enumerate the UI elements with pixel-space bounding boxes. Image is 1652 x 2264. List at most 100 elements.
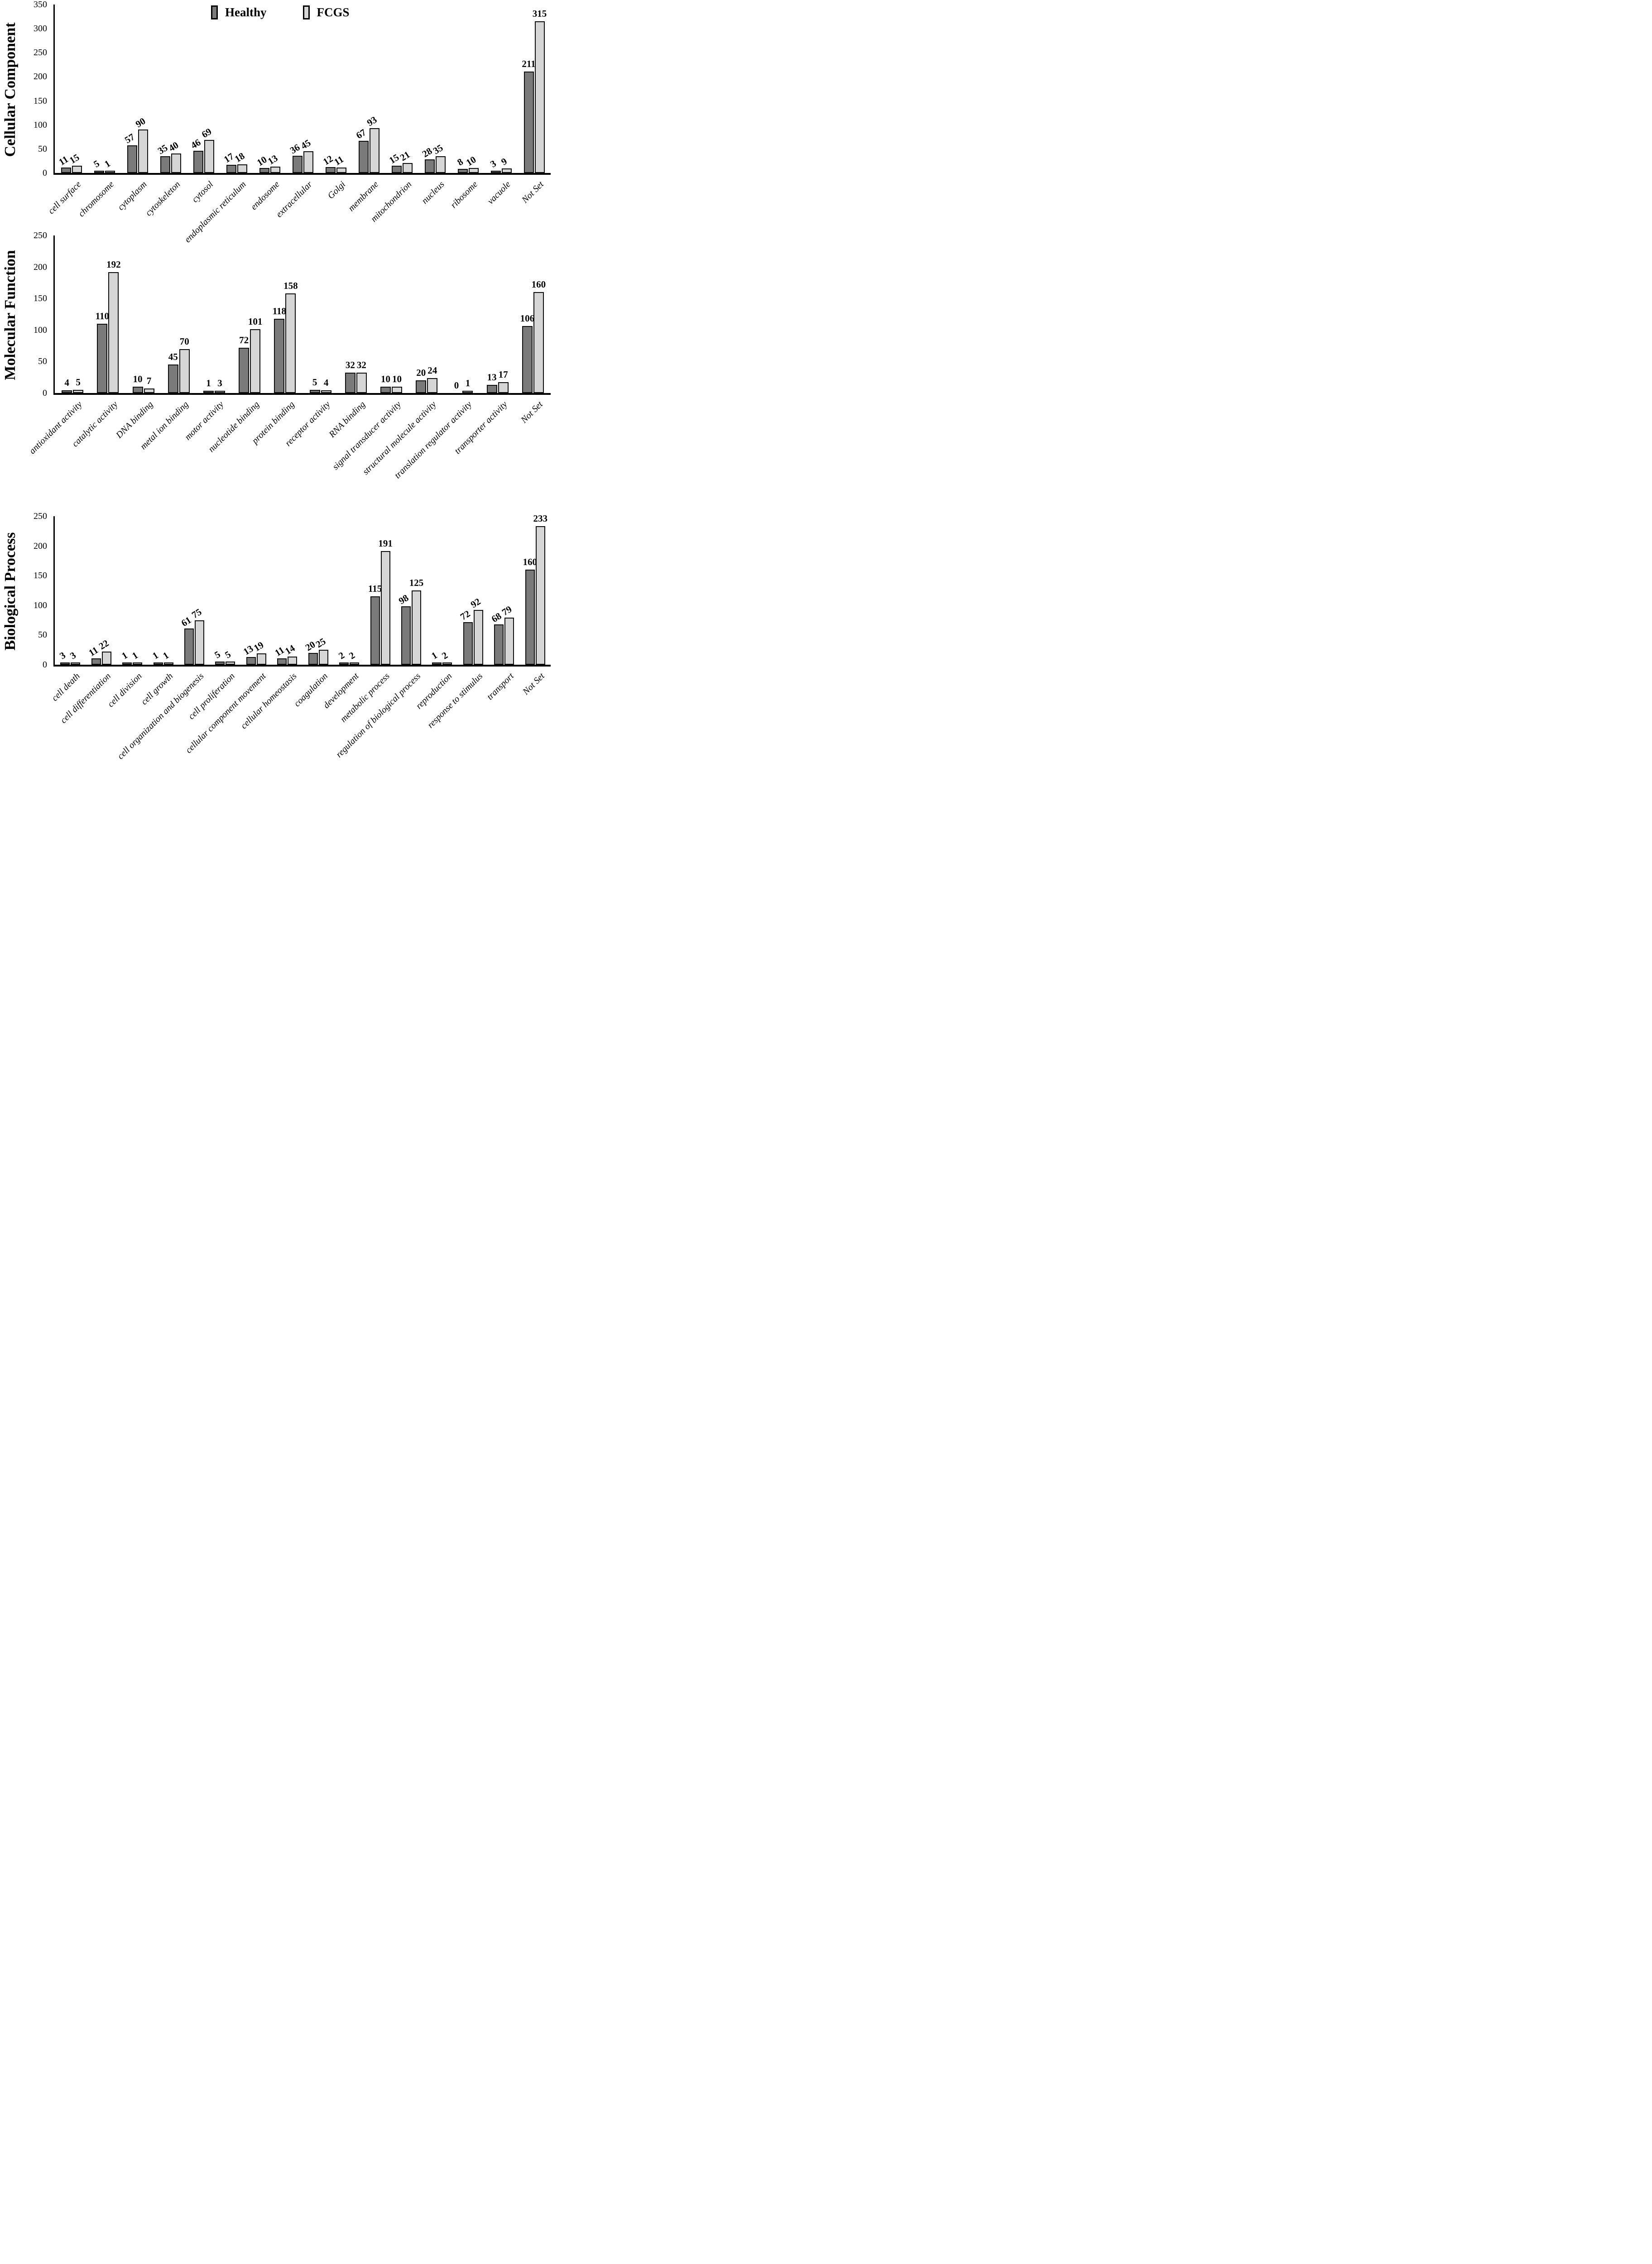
value-label: 98 — [396, 592, 410, 607]
y-tick-label: 250 — [34, 511, 47, 521]
healthy-bar — [239, 348, 250, 393]
fcgs-swatch-icon — [303, 5, 310, 19]
value-label: 69 — [199, 125, 213, 140]
value-label: 11 — [331, 153, 346, 168]
value-label: 160 — [531, 279, 546, 290]
healthy-bar — [424, 159, 435, 173]
value-label: 1 — [161, 649, 171, 662]
value-label: 10 — [464, 153, 478, 168]
biological-process-chart: Biological Process 0 50 100 150 200 250 3 3 11 2… — [0, 511, 551, 771]
x-category-label: Not Set — [521, 671, 547, 697]
y-axis-title-container: Molecular Function — [0, 235, 21, 395]
x-category-label: membrane — [346, 179, 381, 214]
fcgs-bar — [194, 620, 204, 665]
value-label: 192 — [106, 259, 121, 270]
plot-area: 3 3 11 22 1 1 1 1 61 75 5 5 13 19 11 14 20 25 2 2 115 191 98 12… — [53, 514, 551, 667]
molecular-function-chart: Molecular Function 0 50 100 150 200 250 4 5 110… — [0, 230, 551, 516]
fcgs-bar — [270, 167, 280, 173]
healthy-bar — [292, 156, 303, 173]
legend-item-fcgs: FCGS — [303, 5, 350, 19]
y-tick-label: 100 — [34, 600, 47, 610]
y-axis-title-container: Cellular Component — [0, 5, 21, 175]
healthy-bar — [153, 662, 163, 665]
value-label: 5 — [91, 158, 101, 170]
fcgs-bar — [412, 590, 422, 665]
healthy-bar — [309, 390, 320, 393]
x-category-label: endoplasmic reticulum — [182, 179, 249, 245]
value-label: 32 — [345, 360, 355, 370]
x-category-label: structural molecule activity — [360, 399, 438, 477]
fcgs-bar — [303, 151, 313, 173]
x-category-label: cytosol — [190, 179, 216, 205]
value-label: 5 — [76, 377, 81, 388]
value-label: 11 — [86, 644, 101, 659]
y-tick-label: 250 — [34, 48, 47, 58]
fcgs-bar — [468, 168, 479, 173]
y-axis-ticks: 0 50 100 150 200 250 300 350 — [21, 0, 53, 178]
value-label: 1 — [150, 649, 161, 662]
value-label: 3 — [488, 158, 498, 170]
value-label: 1 — [465, 378, 471, 389]
x-category-label: Not Set — [520, 179, 546, 205]
healthy-bar — [457, 169, 468, 173]
fcgs-bar — [133, 662, 143, 665]
x-category-label: transport — [485, 671, 516, 702]
value-label: 10 — [381, 374, 391, 384]
value-label: 3 — [217, 378, 222, 389]
healthy-bar — [380, 387, 391, 393]
y-tick-label: 100 — [34, 325, 47, 335]
fcgs-bar — [535, 526, 545, 665]
healthy-bar — [523, 72, 534, 173]
value-label: 45 — [168, 351, 178, 362]
value-label: 12 — [321, 153, 335, 168]
fcgs-bar — [473, 610, 483, 665]
fcgs-bar — [71, 662, 81, 665]
value-label: 5 — [223, 648, 233, 661]
healthy-bar — [525, 570, 535, 665]
fcgs-bar — [350, 662, 360, 665]
x-category-label: cytoskeleton — [143, 179, 182, 218]
y-axis-title: Molecular Function — [2, 250, 19, 380]
value-label: 18 — [232, 150, 246, 165]
y-tick-label: 100 — [34, 120, 47, 130]
value-label: 5 — [212, 648, 222, 661]
value-label: 1 — [206, 378, 211, 389]
healthy-bar — [91, 658, 101, 665]
healthy-bar — [94, 171, 104, 173]
healthy-bar — [416, 380, 427, 393]
value-label: 15 — [67, 151, 81, 166]
fcgs-bar — [392, 387, 403, 393]
value-label: 75 — [190, 606, 204, 621]
fcgs-bar — [204, 140, 214, 173]
healthy-bar — [97, 324, 108, 393]
value-label: 36 — [288, 141, 302, 156]
plot-area: 4 5 110 192 10 7 45 70 1 3 72 101 118 158 5 4 32 32 10 10 20… — [53, 235, 551, 395]
value-label: 5 — [312, 377, 317, 388]
fcgs-bar — [101, 652, 111, 665]
value-label: 14 — [283, 642, 297, 657]
value-label: 92 — [469, 595, 483, 610]
legend-label-healthy: Healthy — [225, 5, 267, 19]
value-label: 7 — [146, 375, 152, 386]
y-tick-label: 200 — [34, 541, 47, 551]
healthy-bar — [325, 167, 336, 173]
fcgs-bar — [533, 292, 544, 393]
fcgs-bar — [504, 618, 514, 665]
healthy-bar — [463, 622, 473, 665]
y-tick-label: 200 — [34, 262, 47, 272]
x-category-label: cellular homeostasis — [239, 671, 299, 731]
healthy-bar — [490, 171, 501, 173]
legend-item-healthy: Healthy — [211, 5, 267, 19]
y-tick-label: 150 — [34, 571, 47, 581]
value-label: 3 — [58, 649, 67, 662]
x-category-label: nucleus — [420, 179, 447, 206]
value-label: 72 — [458, 608, 472, 623]
x-category-label: Not Set — [519, 399, 545, 425]
value-label: 70 — [179, 336, 189, 347]
fcgs-bar — [285, 293, 296, 393]
fcgs-bar — [318, 650, 328, 665]
fcgs-bar — [214, 391, 225, 393]
healthy-swatch-icon — [211, 5, 218, 19]
x-axis-labels: cell surface chromosome cytoplasm cytoskele… — [46, 175, 551, 245]
healthy-bar — [132, 387, 143, 393]
